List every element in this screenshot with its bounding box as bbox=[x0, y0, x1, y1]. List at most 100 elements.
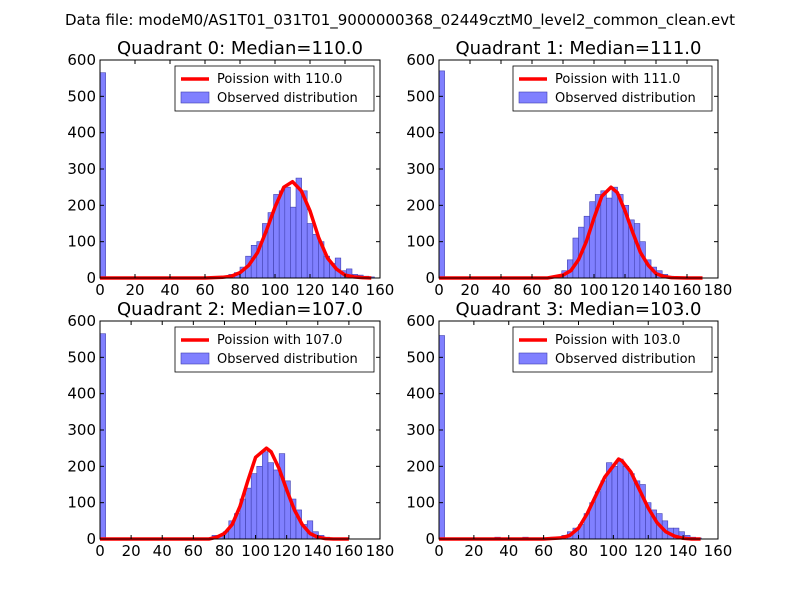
legend-label-poisson: Poission with 103.0 bbox=[555, 333, 680, 348]
histogram-bar bbox=[250, 473, 258, 540]
x-tick-label: 160 bbox=[704, 542, 733, 560]
histogram-bar bbox=[438, 70, 445, 279]
x-tick-label: 180 bbox=[366, 542, 395, 560]
y-tick-label: 300 bbox=[67, 421, 96, 439]
histogram-bar bbox=[611, 466, 618, 540]
legend-label-observed: Observed distribution bbox=[555, 91, 696, 106]
y-tick-label: 0 bbox=[86, 530, 96, 548]
histogram-bar bbox=[617, 458, 624, 540]
histogram-bar bbox=[262, 451, 269, 540]
legend: Poission with 111.0 Observed distribution bbox=[512, 65, 713, 112]
histogram-bar bbox=[622, 466, 630, 540]
y-tick-label: 600 bbox=[406, 51, 435, 69]
y-tick-label: 0 bbox=[86, 269, 96, 287]
x-tick-label: 80 bbox=[553, 281, 572, 299]
x-tick-label: 120 bbox=[272, 542, 301, 560]
y-tick-label: 300 bbox=[406, 160, 435, 178]
x-tick-label: 80 bbox=[230, 281, 249, 299]
y-tick-label: 500 bbox=[406, 348, 435, 366]
x-tick-label: 60 bbox=[522, 281, 541, 299]
poisson-curve bbox=[439, 457, 701, 541]
legend-label-observed: Observed distribution bbox=[217, 91, 358, 106]
x-tick-label: 180 bbox=[704, 281, 733, 299]
histogram-bar bbox=[312, 234, 319, 279]
legend-bar-swatch bbox=[180, 91, 210, 104]
histogram-bar bbox=[600, 190, 607, 279]
legend-bar-swatch bbox=[180, 352, 210, 365]
x-tick-label: 20 bbox=[122, 542, 141, 560]
y-tick-label: 100 bbox=[406, 233, 435, 251]
legend-label-observed: Observed distribution bbox=[555, 352, 696, 367]
y-tick-label: 300 bbox=[67, 160, 96, 178]
legend-label-poisson: Poission with 111.0 bbox=[555, 72, 680, 87]
subplot-quadrant-3: Quadrant 3: Median=103.0 0 20 40 60 80 100 120 1… bbox=[406, 299, 732, 560]
legend-box bbox=[512, 326, 713, 373]
x-tick-label: 80 bbox=[569, 542, 588, 560]
x-tick-label: 40 bbox=[499, 542, 518, 560]
y-tick-label: 300 bbox=[406, 421, 435, 439]
x-tick-label: 40 bbox=[160, 281, 179, 299]
y-tick-label: 600 bbox=[67, 312, 96, 330]
poisson-curve bbox=[439, 185, 703, 280]
histogram-bar bbox=[611, 186, 618, 279]
y-tick-label: 0 bbox=[425, 530, 435, 548]
x-tick-label: 100 bbox=[580, 281, 609, 299]
histogram-bar bbox=[278, 453, 286, 540]
legend: Poission with 110.0 Observed distribution bbox=[174, 65, 375, 112]
y-tick-label: 200 bbox=[67, 196, 96, 214]
poisson-curve bbox=[100, 179, 372, 280]
x-tick-label: 120 bbox=[611, 281, 640, 299]
y-tick-label: 400 bbox=[406, 385, 435, 403]
histogram-bar bbox=[306, 223, 314, 279]
y-tick-label: 600 bbox=[406, 312, 435, 330]
subplot-title: Quadrant 3: Median=103.0 bbox=[456, 299, 702, 320]
x-tick-label: 120 bbox=[296, 281, 325, 299]
x-tick-label: 140 bbox=[331, 281, 360, 299]
y-tick-label: 100 bbox=[67, 233, 96, 251]
figure-suptitle: Data file: modeM0/AS1T01_031T01_90000003… bbox=[65, 11, 735, 30]
x-tick-label: 60 bbox=[534, 542, 553, 560]
x-tick-label: 0 bbox=[434, 281, 444, 299]
legend-label-poisson: Poission with 110.0 bbox=[217, 72, 342, 87]
y-tick-label: 600 bbox=[67, 51, 96, 69]
y-tick-label: 500 bbox=[67, 87, 96, 105]
histogram-bar bbox=[628, 473, 635, 540]
legend-label-poisson: Poission with 107.0 bbox=[217, 333, 342, 348]
legend-label-observed: Observed distribution bbox=[217, 352, 358, 367]
histogram-bar bbox=[273, 469, 280, 540]
x-tick-label: 160 bbox=[673, 281, 702, 299]
subplot-quadrant-1: Quadrant 1: Median=111.00 20 40 60 80 100 120 1… bbox=[406, 38, 732, 299]
histogram-bar bbox=[606, 197, 613, 279]
poisson-curve bbox=[100, 446, 349, 541]
histogram-bar bbox=[284, 186, 291, 279]
subplot-title: Quadrant 1: Median=111.0 bbox=[456, 38, 702, 59]
x-tick-label: 0 bbox=[95, 281, 105, 299]
y-tick-label: 400 bbox=[67, 385, 96, 403]
subplot-title: Quadrant 0: Median=110.0 bbox=[117, 38, 363, 59]
legend: Poission with 107.0 Observed distribution bbox=[174, 326, 375, 373]
y-tick-label: 100 bbox=[67, 494, 96, 512]
legend-bar-swatch bbox=[518, 352, 548, 365]
x-tick-label: 60 bbox=[184, 542, 203, 560]
histogram-bar bbox=[278, 190, 286, 279]
subplot-title: Quadrant 2: Median=107.0 bbox=[117, 299, 363, 320]
x-tick-label: 20 bbox=[464, 542, 483, 560]
histogram-bar bbox=[245, 487, 252, 540]
histogram-bar bbox=[267, 462, 274, 540]
x-tick-label: 120 bbox=[634, 542, 663, 560]
x-tick-label: 0 bbox=[95, 542, 105, 560]
histogram-bar bbox=[290, 206, 297, 279]
x-tick-label: 140 bbox=[642, 281, 671, 299]
histogram-bar bbox=[600, 480, 607, 540]
legend-box bbox=[174, 326, 375, 373]
y-tick-label: 400 bbox=[67, 124, 96, 142]
x-tick-label: 100 bbox=[261, 281, 290, 299]
x-tick-label: 0 bbox=[434, 542, 444, 560]
x-tick-label: 60 bbox=[195, 281, 214, 299]
x-tick-label: 100 bbox=[599, 542, 628, 560]
y-tick-label: 400 bbox=[406, 124, 435, 142]
histogram-bar bbox=[99, 333, 106, 540]
x-tick-label: 80 bbox=[215, 542, 234, 560]
x-tick-label: 20 bbox=[125, 281, 144, 299]
